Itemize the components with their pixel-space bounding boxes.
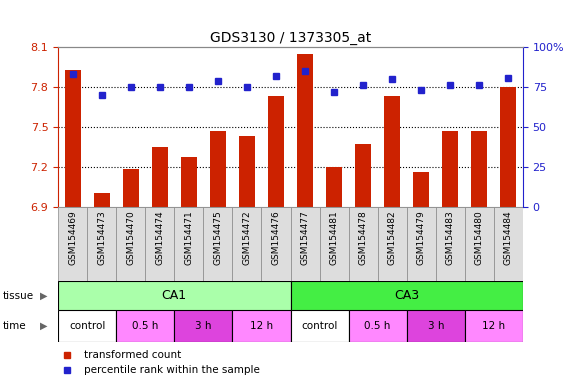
Bar [58, 281, 290, 310]
Bar [297, 54, 313, 207]
Bar [471, 131, 487, 207]
Bar [116, 310, 174, 342]
Text: 0.5 h: 0.5 h [132, 321, 159, 331]
Text: control: control [69, 321, 105, 331]
Bar [407, 207, 436, 281]
Text: GSM154484: GSM154484 [504, 210, 513, 265]
Bar [326, 167, 342, 207]
Text: CA1: CA1 [162, 290, 187, 302]
Bar [123, 169, 139, 207]
Text: time: time [3, 321, 27, 331]
Text: GSM154481: GSM154481 [329, 210, 339, 265]
Text: GSM154483: GSM154483 [446, 210, 455, 265]
Text: GSM154472: GSM154472 [242, 210, 252, 265]
Text: ▶: ▶ [40, 321, 47, 331]
Bar [152, 147, 168, 207]
Bar [384, 96, 400, 207]
Text: GSM154482: GSM154482 [388, 210, 397, 265]
Text: GSM154479: GSM154479 [417, 210, 426, 265]
Bar [174, 310, 232, 342]
Bar [87, 207, 116, 281]
Bar [436, 207, 465, 281]
Bar [58, 310, 116, 342]
Text: 0.5 h: 0.5 h [364, 321, 391, 331]
Bar [181, 157, 197, 207]
Bar [355, 144, 371, 207]
Text: GSM154476: GSM154476 [271, 210, 281, 265]
Bar [290, 281, 523, 310]
Bar [64, 70, 81, 207]
Bar [261, 207, 290, 281]
Bar [378, 207, 407, 281]
Bar [116, 207, 145, 281]
Bar [239, 136, 255, 207]
Text: percentile rank within the sample: percentile rank within the sample [84, 366, 260, 376]
Bar [349, 207, 378, 281]
Text: tissue: tissue [3, 291, 34, 301]
Bar [58, 207, 87, 281]
Text: control: control [302, 321, 338, 331]
Bar [232, 207, 261, 281]
Bar [500, 87, 517, 207]
Bar [203, 207, 232, 281]
Text: GSM154470: GSM154470 [126, 210, 135, 265]
Bar [442, 131, 458, 207]
Bar [290, 310, 349, 342]
Text: ▶: ▶ [40, 291, 47, 301]
Text: GDS3130 / 1373305_at: GDS3130 / 1373305_at [210, 31, 371, 45]
Bar [320, 207, 349, 281]
Text: 12 h: 12 h [482, 321, 505, 331]
Text: GSM154471: GSM154471 [184, 210, 193, 265]
Text: GSM154469: GSM154469 [68, 210, 77, 265]
Bar [494, 207, 523, 281]
Bar [465, 310, 523, 342]
Text: GSM154478: GSM154478 [358, 210, 368, 265]
Bar [174, 207, 203, 281]
Text: GSM154474: GSM154474 [155, 210, 164, 265]
Text: GSM154475: GSM154475 [213, 210, 223, 265]
Bar [145, 207, 174, 281]
Bar [413, 172, 429, 207]
Bar [349, 310, 407, 342]
Text: transformed count: transformed count [84, 350, 181, 360]
Bar [465, 207, 494, 281]
Bar [210, 131, 226, 207]
Text: GSM154477: GSM154477 [300, 210, 310, 265]
Bar [290, 207, 320, 281]
Text: GSM154473: GSM154473 [97, 210, 106, 265]
Bar [268, 96, 284, 207]
Text: 3 h: 3 h [428, 321, 444, 331]
Bar [94, 193, 110, 207]
Bar [407, 310, 465, 342]
Bar [232, 310, 290, 342]
Text: 12 h: 12 h [250, 321, 273, 331]
Text: GSM154480: GSM154480 [475, 210, 484, 265]
Text: 3 h: 3 h [195, 321, 211, 331]
Text: CA3: CA3 [394, 290, 419, 302]
